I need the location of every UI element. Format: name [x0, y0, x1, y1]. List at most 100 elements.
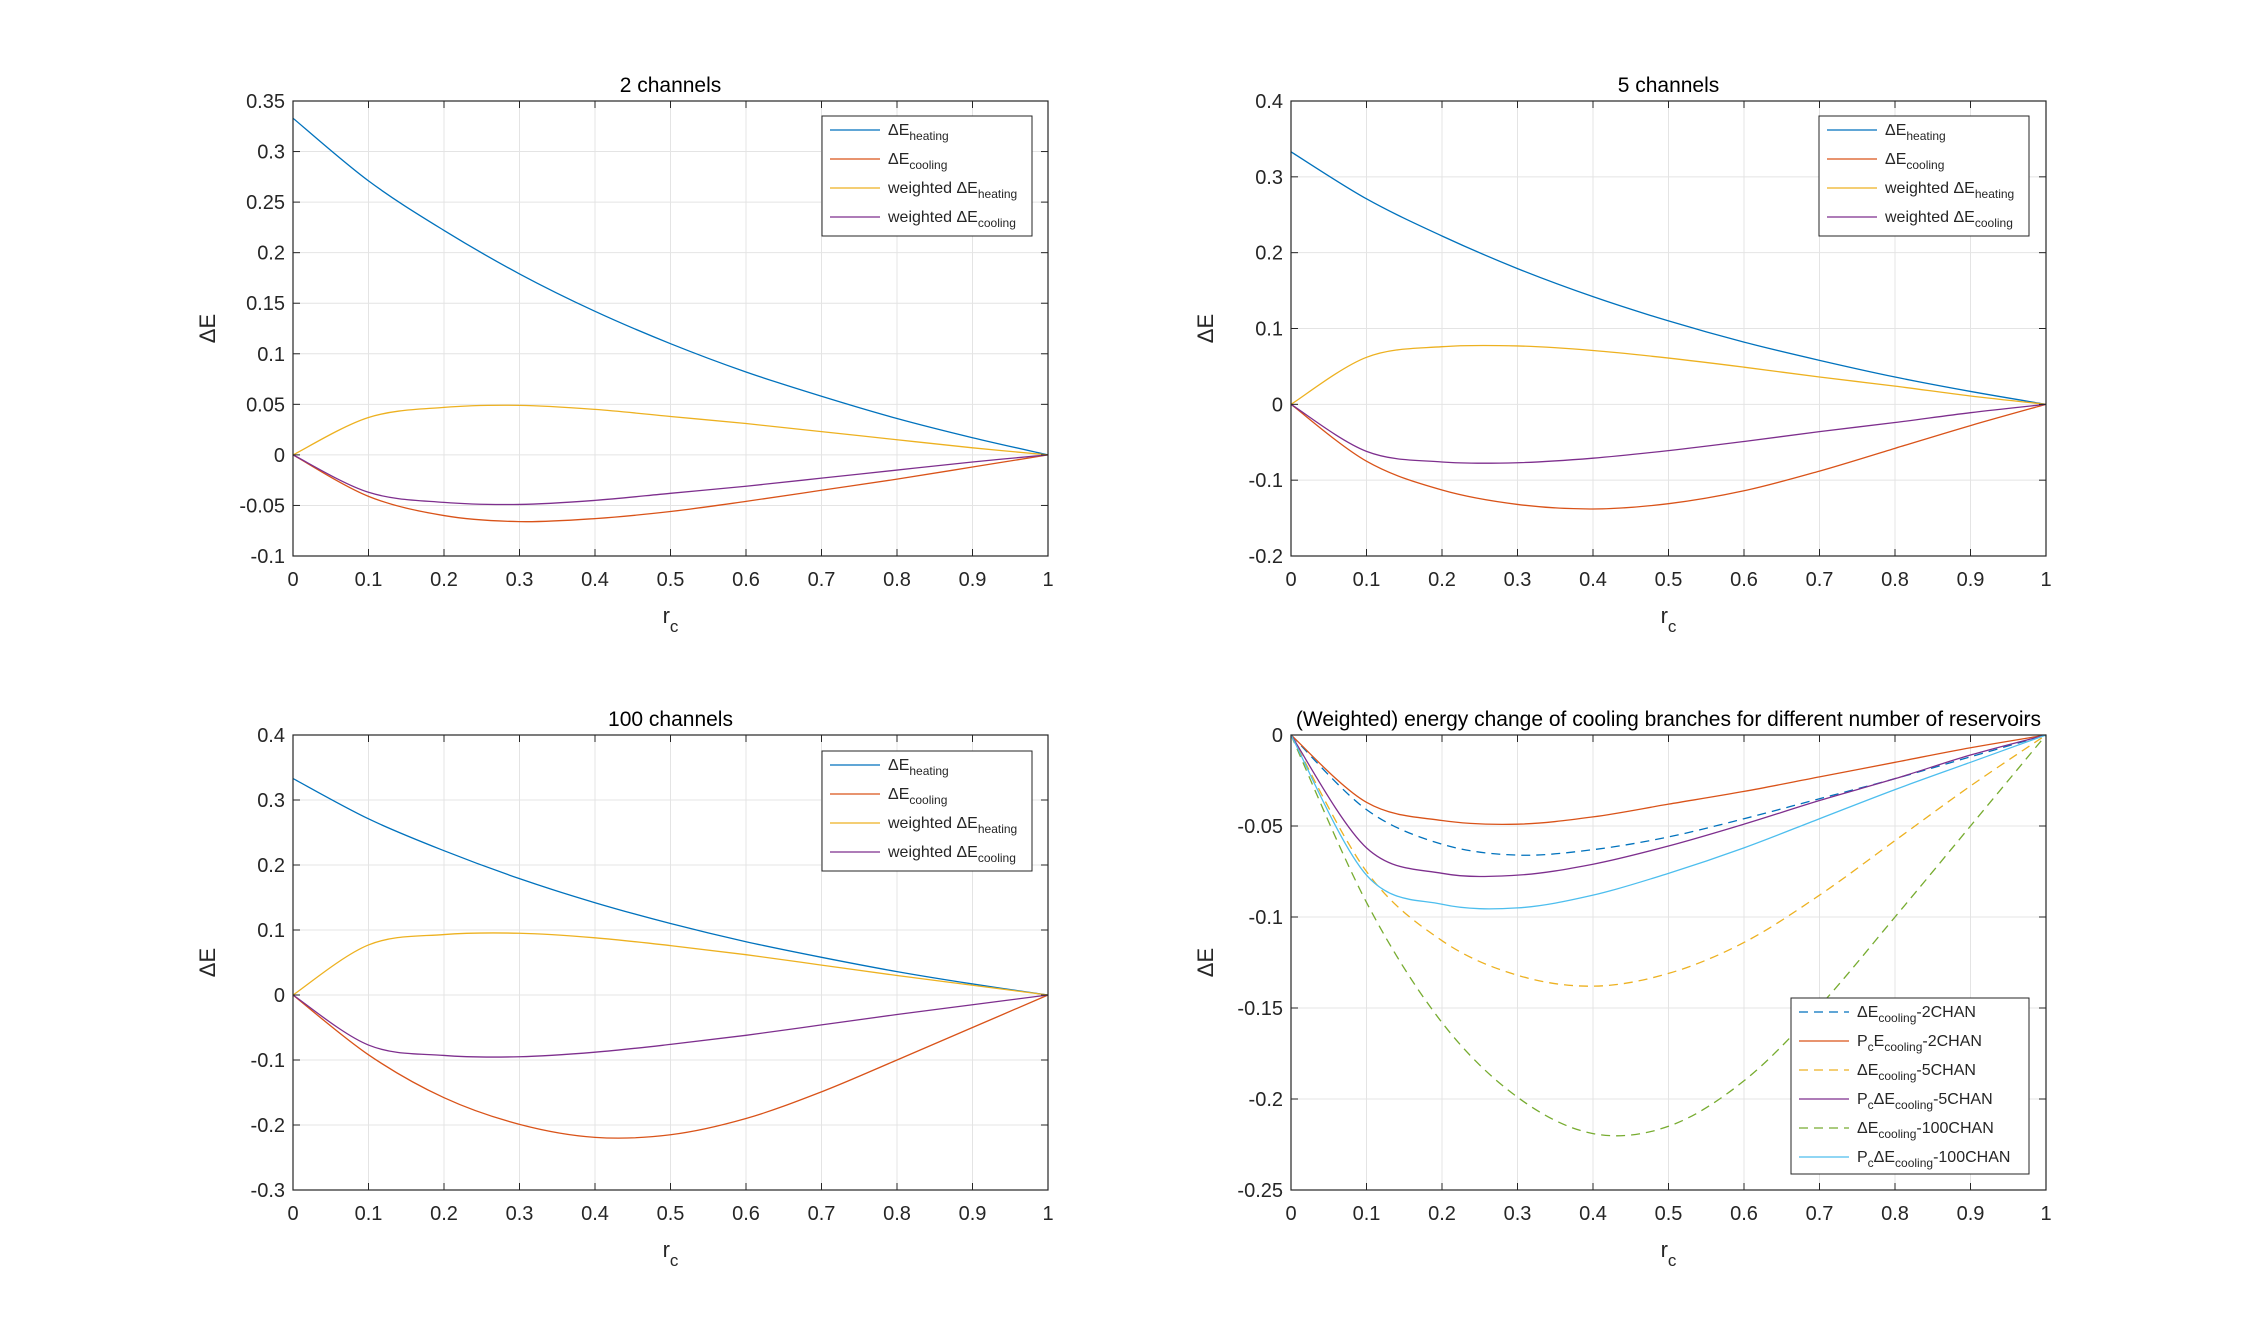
subplot-4: 0 0.1 0.2 0.3 0.4 0.5 0.6 0.7 0.8 0.9 1 -0.25 -0.2 -0… — [1193, 708, 2052, 1270]
x-tick-label: 0.5 — [1655, 569, 1683, 591]
y-axis-label: ΔE — [1193, 314, 1218, 343]
series-line-2 — [293, 454, 1048, 523]
x-tick-label: 0.5 — [1655, 1203, 1683, 1225]
y-tick-label: -0.05 — [1237, 816, 1283, 838]
x-tick-label: 0.5 — [657, 1203, 685, 1225]
series-line-1 — [293, 117, 1048, 456]
legend-entry: ΔEcooling — [888, 151, 947, 172]
x-axis-label: rc — [663, 603, 679, 636]
x-tick-label: 0.2 — [430, 1203, 458, 1225]
series-line-4 — [293, 994, 1048, 1058]
legend-entry: PcΔEcooling-100CHAN — [1857, 1149, 2010, 1170]
x-tick-label: 0.9 — [959, 569, 987, 591]
legend-entry: PcΔEcooling-5CHAN — [1857, 1091, 1993, 1112]
chart-title: 5 channels — [1618, 74, 1720, 97]
x-tick-label: 0.9 — [1957, 1203, 1985, 1225]
x-tick-label: 0.6 — [732, 1203, 760, 1225]
legend-box — [1790, 997, 2030, 1175]
y-tick-label: -0.1 — [1249, 470, 1283, 492]
subplot-2: 0 0.1 0.2 0.3 0.4 0.5 0.6 0.7 0.8 0.9 1 -0.2 -0.1 0 0.… — [1193, 74, 2052, 636]
series-line-1 — [293, 777, 1048, 996]
y-tick-label: -0.1 — [1249, 907, 1283, 929]
legend: ΔEheating ΔEcooling weighted ΔEheating weig… — [821, 750, 1033, 872]
y-tick-label: 0.15 — [246, 293, 285, 315]
legend-entry: ΔEcooling-2CHAN — [1857, 1004, 1976, 1025]
x-tick-label: 0.4 — [581, 569, 609, 591]
legend: ΔEcooling-2CHAN PcEcooling-2CHAN ΔEcooling… — [1790, 997, 2030, 1175]
legend-entry: weighted ΔEheating — [887, 180, 1017, 201]
x-tick-label: 0.3 — [1504, 569, 1532, 591]
x-tick-label: 0 — [287, 569, 298, 591]
x-tick-label: 1 — [2040, 569, 2051, 591]
y-tick-label: -0.15 — [1237, 998, 1283, 1020]
legend: ΔEheating ΔEcooling weighted ΔEheating weig… — [1818, 115, 2030, 237]
y-tick-label: 0.2 — [1255, 243, 1283, 265]
x-tick-label: 0.8 — [883, 569, 911, 591]
series-line-4 — [293, 454, 1048, 506]
y-tick-label: -0.05 — [239, 495, 285, 517]
x-tick-label: 0.1 — [1353, 1203, 1381, 1225]
y-tick-label: 0.1 — [1255, 319, 1283, 341]
y-tick-label: 0.1 — [257, 344, 285, 366]
series-line-5 — [1291, 734, 2046, 1137]
y-tick-label: 0 — [274, 985, 285, 1007]
x-tick-label: 0.6 — [732, 569, 760, 591]
legend-entry: weighted ΔEcooling — [887, 844, 1016, 865]
x-tick-label: 0.3 — [1504, 1203, 1532, 1225]
x-tick-label: 0.1 — [355, 569, 383, 591]
legend-box — [821, 750, 1033, 872]
y-tick-label: 0.35 — [246, 91, 285, 113]
legend-entry: weighted ΔEcooling — [887, 209, 1016, 230]
legend-box — [821, 115, 1033, 237]
x-tick-label: 0.8 — [1881, 1203, 1909, 1225]
y-tick-label: -0.1 — [251, 1050, 285, 1072]
legend-entry: ΔEcooling — [888, 786, 947, 807]
y-tick-label: 0.3 — [1255, 167, 1283, 189]
x-tick-label: 0.9 — [1957, 569, 1985, 591]
y-tick-label: 0.3 — [257, 790, 285, 812]
x-tick-label: 0.7 — [808, 569, 836, 591]
series-line-6 — [1291, 734, 2046, 910]
series-line-3 — [293, 404, 1048, 456]
x-tick-label: 0.8 — [883, 1203, 911, 1225]
y-tick-label: -0.25 — [1237, 1180, 1283, 1202]
y-tick-label: 0 — [1272, 394, 1283, 416]
legend-box — [1818, 115, 2030, 237]
x-tick-label: 0.4 — [1579, 569, 1607, 591]
y-tick-label: 0.1 — [257, 920, 285, 942]
legend-entry: weighted ΔEheating — [1884, 180, 2014, 201]
x-tick-label: 0 — [1285, 569, 1296, 591]
series-line-1 — [1291, 151, 2046, 405]
legend-entry: ΔEheating — [1885, 122, 1946, 143]
x-tick-label: 0.4 — [1579, 1203, 1607, 1225]
y-tick-label: 0.25 — [246, 192, 285, 214]
legend-entry: weighted ΔEheating — [887, 815, 1017, 836]
x-tick-label: 0.1 — [1353, 569, 1381, 591]
legend-entry: ΔEheating — [888, 757, 949, 778]
y-tick-label: 0 — [274, 445, 285, 467]
x-tick-label: 0.7 — [1806, 569, 1834, 591]
y-axis-label: ΔE — [1193, 948, 1218, 977]
legend: ΔEheating ΔEcooling weighted ΔEheating weig… — [821, 115, 1033, 237]
y-tick-label: 0.05 — [246, 394, 285, 416]
series-line-3 — [293, 932, 1048, 996]
series-line-2 — [1291, 403, 2046, 510]
legend-entry: ΔEheating — [888, 122, 949, 143]
x-axis-label: rc — [1661, 1237, 1677, 1270]
y-tick-label: 0.4 — [1255, 91, 1283, 113]
legend-entry: ΔEcooling-100CHAN — [1857, 1120, 1994, 1141]
y-tick-label: 0.3 — [257, 142, 285, 164]
series-line-4 — [1291, 403, 2046, 464]
x-tick-label: 0 — [287, 1203, 298, 1225]
legend-entry: ΔEcooling — [1885, 151, 1944, 172]
series-line-4 — [1291, 734, 2046, 878]
chart-title: 100 channels — [608, 708, 733, 731]
y-tick-label: -0.2 — [251, 1115, 285, 1137]
x-tick-label: 0.2 — [1428, 1203, 1456, 1225]
y-tick-label: -0.2 — [1249, 546, 1283, 568]
legend-entry: weighted ΔEcooling — [1884, 209, 2013, 230]
y-tick-label: 0.2 — [257, 243, 285, 265]
subplot-3: 0 0.1 0.2 0.3 0.4 0.5 0.6 0.7 0.8 0.9 1 -0.3 -0.2 -0.… — [195, 708, 1054, 1270]
y-tick-label: 0 — [1272, 725, 1283, 747]
